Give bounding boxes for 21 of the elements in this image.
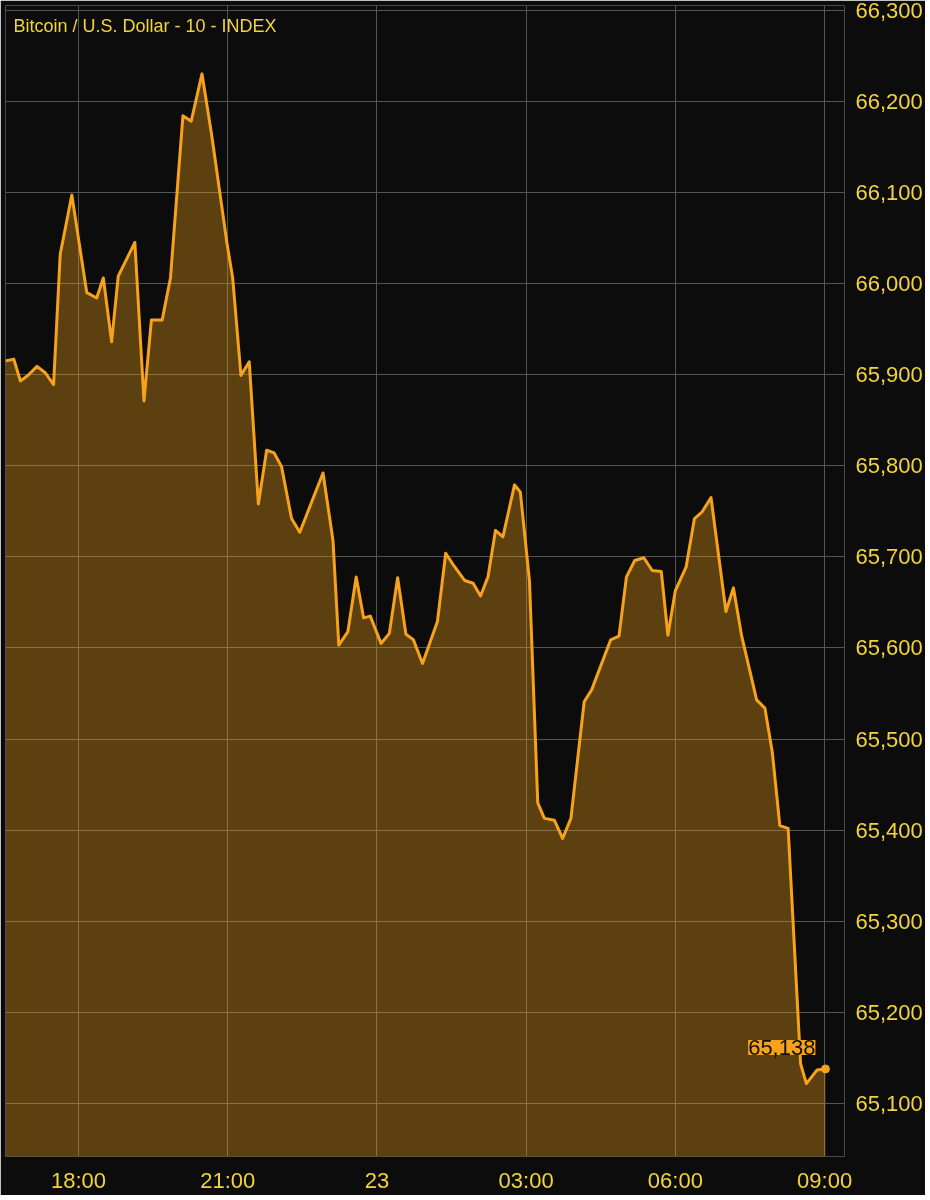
x-tick-label: 06:00 [647,1167,703,1193]
y-tick-label: 65,900 [855,362,923,388]
y-tick-label: 66,000 [855,270,923,296]
x-tick-label: 23 [364,1167,390,1193]
text: Bitcoin / U.S. Dollar - 10 - INDEX [13,15,277,36]
y-tick-label: 65,700 [855,544,923,570]
y-tick-label: 66,100 [855,179,923,205]
x-tick-label: 03:00 [498,1167,554,1193]
y-tick-label: 65,800 [855,453,923,479]
y-tick-label: 65,500 [855,726,923,752]
y-tick-label: 65,200 [855,1000,923,1026]
x-tick-label: 21:00 [200,1167,256,1193]
y-tick-label: 65,100 [855,1091,923,1117]
x-tick-label: 09:00 [797,1167,853,1193]
x-tick-label: 18:00 [50,1167,106,1193]
y-tick-label: 65,400 [855,817,923,843]
annotation: 65,138 [748,1035,816,1061]
y-tick-label: 66,200 [855,88,923,114]
y-tick-label: 65,300 [855,908,923,934]
y-tick-label: 65,600 [855,635,923,661]
y-tick-label: 66,300 [855,0,923,23]
